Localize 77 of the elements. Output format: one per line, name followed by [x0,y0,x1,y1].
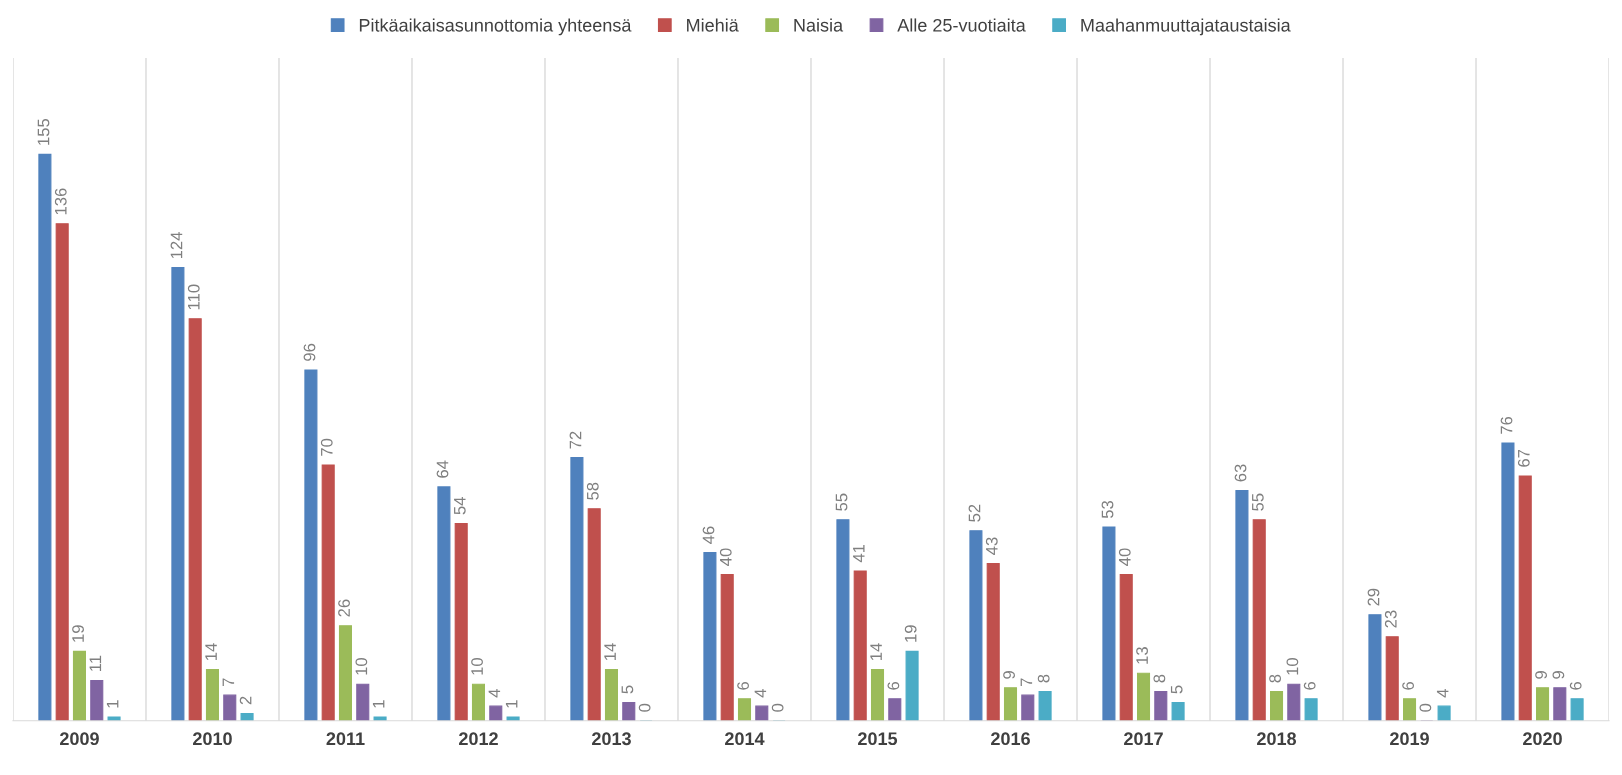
x-tick-label: 2018 [1257,732,1297,746]
data-label: 7 [1020,678,1033,686]
data-label: 9 [1003,671,1015,679]
x-tick-label: 2009 [60,732,99,746]
x-tick-label: 2014 [725,732,765,746]
data-label: 9 [1552,671,1565,679]
legend-label: Alle 25-vuotiaita [897,18,1026,32]
x-tick-label: 2020 [1523,732,1562,746]
data-label: 67 [1517,449,1530,467]
data-label: 70 [320,438,333,456]
data-label: 55 [835,493,848,511]
data-label: 5 [1170,685,1183,694]
data-label: 6 [1402,681,1414,690]
data-label: 63 [1234,464,1247,482]
data-label: 7 [222,678,235,686]
data-label: 2 [239,696,252,705]
legend-label: Maahanmuuttajataustaisia [1081,18,1291,36]
data-label: 10 [355,657,368,675]
x-tick-label: 2012 [459,732,498,746]
x-tick-label: 2010 [193,732,232,746]
data-label: 26 [338,599,350,617]
data-label: 8 [1269,674,1281,683]
data-label: 23 [1384,610,1397,628]
data-label: 4 [488,689,501,698]
data-label: 5 [621,685,634,694]
data-label: 8 [1037,674,1050,683]
data-label: 58 [586,482,599,500]
data-label: 55 [1252,493,1264,511]
data-label: 41 [853,544,865,563]
data-label: 1 [372,700,385,708]
legend-label: Pitkäaikaisasunnottomia yhteensä [359,18,632,36]
data-label: 0 [1419,703,1432,712]
data-label: 96 [303,343,316,361]
data-label: 76 [1500,416,1513,434]
data-label: 0 [638,703,651,712]
x-tick-label: 2015 [858,732,898,746]
data-label: 4 [754,689,767,698]
legend-label: Miehiä [687,18,739,32]
data-label: 43 [985,537,998,555]
data-label: 124 [170,232,183,259]
data-label: 11 [89,655,102,671]
data-label: 52 [968,504,981,522]
data-label: 40 [1118,548,1131,566]
data-label: 14 [205,643,217,660]
data-label: 1 [505,700,518,708]
data-label: 4 [1436,689,1449,698]
data-label: 46 [702,526,715,544]
data-label: 13 [1136,647,1148,664]
data-label: 0 [771,703,784,712]
data-label: 64 [436,460,449,478]
x-tick-label: 2017 [1124,732,1163,746]
data-label: 6 [737,681,749,690]
data-label: 110 [187,284,200,310]
data-label: 10 [471,657,483,675]
data-label: 14 [870,643,882,660]
data-label: 155 [37,118,50,145]
data-label: 54 [454,497,466,515]
data-label: 72 [569,431,582,449]
data-label: 29 [1367,588,1380,606]
data-label: 10 [1286,657,1299,675]
x-tick-label: 2011 [326,732,365,746]
x-tick-label: 2019 [1390,732,1429,746]
x-tick-label: 2013 [592,732,631,746]
data-label: 136 [54,188,67,215]
data-label: 6 [887,681,900,690]
data-label: 8 [1153,674,1166,683]
data-label: 6 [1569,681,1582,690]
data-label: 6 [1303,681,1316,690]
data-label: 1 [106,700,119,708]
data-label: 9 [1535,671,1547,679]
data-label: 19 [72,625,84,642]
x-tick-label: 2016 [991,732,1030,746]
data-label: 14 [604,643,616,660]
data-label: 40 [719,548,732,566]
data-label: 53 [1101,500,1114,519]
data-label: 19 [904,625,917,642]
legend-label: Naisia [794,18,844,32]
